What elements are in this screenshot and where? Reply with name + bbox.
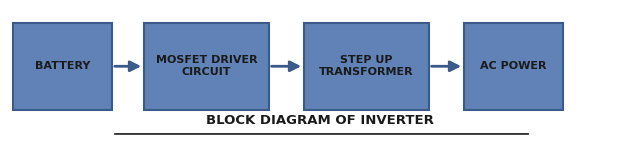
FancyBboxPatch shape: [144, 23, 269, 110]
Text: BLOCK DIAGRAM OF INVERTER: BLOCK DIAGRAM OF INVERTER: [206, 114, 434, 127]
Text: STEP UP
TRANSFORMER: STEP UP TRANSFORMER: [319, 55, 413, 77]
FancyBboxPatch shape: [304, 23, 429, 110]
Text: AC POWER: AC POWER: [481, 61, 547, 71]
Text: BATTERY: BATTERY: [35, 61, 90, 71]
Text: MOSFET DRIVER
CIRCUIT: MOSFET DRIVER CIRCUIT: [156, 55, 257, 77]
FancyBboxPatch shape: [464, 23, 563, 110]
FancyBboxPatch shape: [13, 23, 112, 110]
